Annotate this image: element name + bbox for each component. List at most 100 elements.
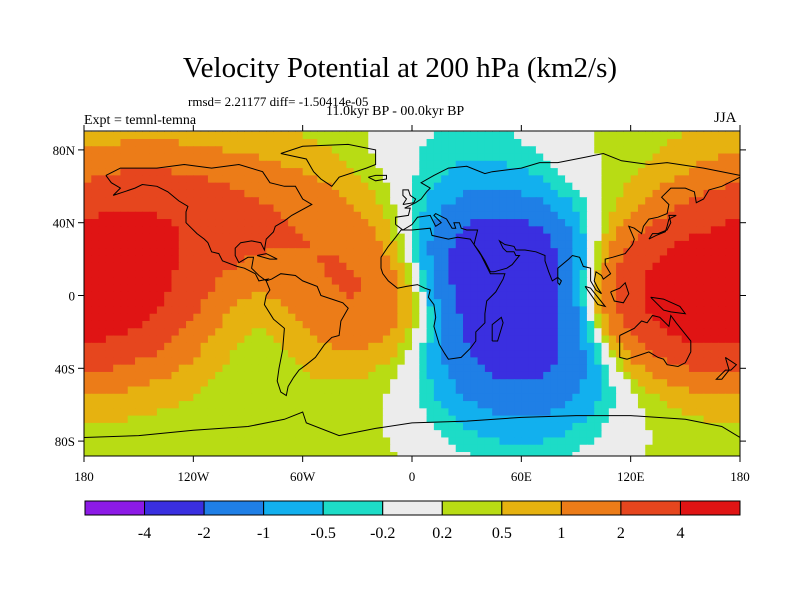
field-cell bbox=[156, 393, 165, 402]
field-cell bbox=[375, 452, 384, 456]
field-cell bbox=[346, 437, 355, 446]
field-cell bbox=[637, 197, 646, 206]
field-cell bbox=[186, 430, 194, 439]
field-cell bbox=[463, 153, 471, 162]
field-cell bbox=[572, 386, 581, 395]
field-cell bbox=[710, 226, 719, 235]
field-cell bbox=[280, 357, 289, 366]
field-cell bbox=[142, 350, 151, 358]
field-cell bbox=[586, 328, 595, 337]
field-cell bbox=[149, 226, 158, 235]
coastlines bbox=[84, 143, 740, 438]
field-cell bbox=[237, 240, 245, 249]
field-cell bbox=[718, 262, 727, 271]
field-cell bbox=[317, 138, 326, 147]
field-cell bbox=[637, 306, 646, 315]
field-cell bbox=[390, 342, 399, 351]
colorbar-swatch bbox=[441, 500, 503, 516]
field-cell bbox=[258, 430, 267, 439]
field-cell bbox=[229, 335, 238, 344]
field-cell bbox=[237, 335, 245, 344]
field-cell bbox=[360, 160, 369, 169]
field-cell bbox=[674, 393, 683, 402]
field-cell bbox=[127, 452, 136, 456]
field-cell bbox=[674, 291, 683, 300]
field-cell bbox=[127, 240, 136, 249]
field-cell bbox=[120, 313, 129, 322]
field-cell bbox=[477, 335, 486, 344]
field-cell bbox=[164, 371, 173, 380]
field-cell bbox=[171, 153, 180, 162]
field-cell bbox=[91, 146, 100, 155]
field-cell bbox=[455, 240, 464, 249]
field-cell bbox=[266, 284, 275, 293]
field-cell bbox=[244, 182, 253, 191]
field-cell bbox=[412, 371, 420, 380]
field-cell bbox=[142, 284, 151, 293]
field-cell bbox=[718, 240, 727, 249]
field-cell bbox=[674, 313, 683, 322]
field-cell bbox=[288, 219, 296, 227]
field-cell bbox=[200, 175, 209, 184]
field-cell bbox=[543, 248, 552, 257]
field-cell bbox=[193, 444, 202, 453]
field-cell bbox=[258, 444, 267, 453]
field-cell bbox=[579, 182, 588, 191]
field-cell bbox=[302, 444, 311, 453]
field-cell bbox=[688, 357, 697, 366]
field-cell bbox=[105, 306, 114, 315]
field-cell bbox=[528, 262, 537, 271]
field-cell bbox=[273, 408, 282, 417]
field-cell bbox=[368, 160, 377, 169]
field-cell bbox=[433, 357, 442, 366]
field-cell bbox=[397, 131, 406, 140]
field-cell bbox=[215, 270, 224, 278]
field-cell bbox=[572, 189, 581, 198]
field-cell bbox=[688, 444, 697, 453]
field-cell bbox=[120, 189, 129, 198]
field-cell bbox=[135, 138, 143, 147]
field-cell bbox=[659, 168, 668, 176]
field-cell bbox=[164, 219, 173, 227]
field-cell bbox=[178, 219, 187, 227]
field-cell bbox=[178, 401, 187, 409]
field-cell bbox=[280, 430, 289, 439]
field-cell bbox=[732, 299, 740, 308]
field-cell bbox=[237, 371, 245, 380]
field-cell bbox=[645, 371, 654, 380]
field-cell bbox=[412, 211, 420, 220]
field-cell bbox=[251, 452, 260, 456]
field-cell bbox=[623, 386, 632, 395]
field-cell bbox=[608, 371, 617, 380]
field-cell bbox=[506, 182, 515, 191]
field-cell bbox=[193, 146, 202, 155]
field-cell bbox=[419, 197, 428, 206]
field-cell bbox=[135, 437, 143, 446]
field-cell bbox=[412, 328, 420, 337]
field-cell bbox=[156, 452, 165, 456]
field-cell bbox=[105, 240, 114, 249]
field-cell bbox=[543, 270, 552, 278]
field-cell bbox=[441, 226, 450, 235]
field-cell bbox=[477, 393, 486, 402]
field-cell bbox=[353, 306, 362, 315]
field-cell bbox=[142, 342, 151, 351]
field-cell bbox=[317, 320, 326, 329]
field-cell bbox=[317, 182, 326, 191]
field-cell bbox=[718, 197, 727, 206]
field-cell bbox=[200, 138, 209, 147]
field-cell bbox=[288, 270, 296, 278]
field-cell bbox=[368, 146, 377, 155]
field-cell bbox=[499, 284, 508, 293]
field-cell bbox=[273, 189, 282, 198]
field-cell bbox=[616, 219, 624, 227]
field-cell bbox=[295, 248, 304, 257]
field-cell bbox=[594, 357, 603, 366]
field-cell bbox=[732, 277, 740, 286]
field-cell bbox=[331, 401, 340, 409]
field-cell bbox=[324, 153, 333, 162]
field-cell bbox=[710, 320, 719, 329]
field-cell bbox=[309, 335, 318, 344]
field-cell bbox=[528, 270, 537, 278]
coast-madagascar bbox=[491, 316, 504, 342]
